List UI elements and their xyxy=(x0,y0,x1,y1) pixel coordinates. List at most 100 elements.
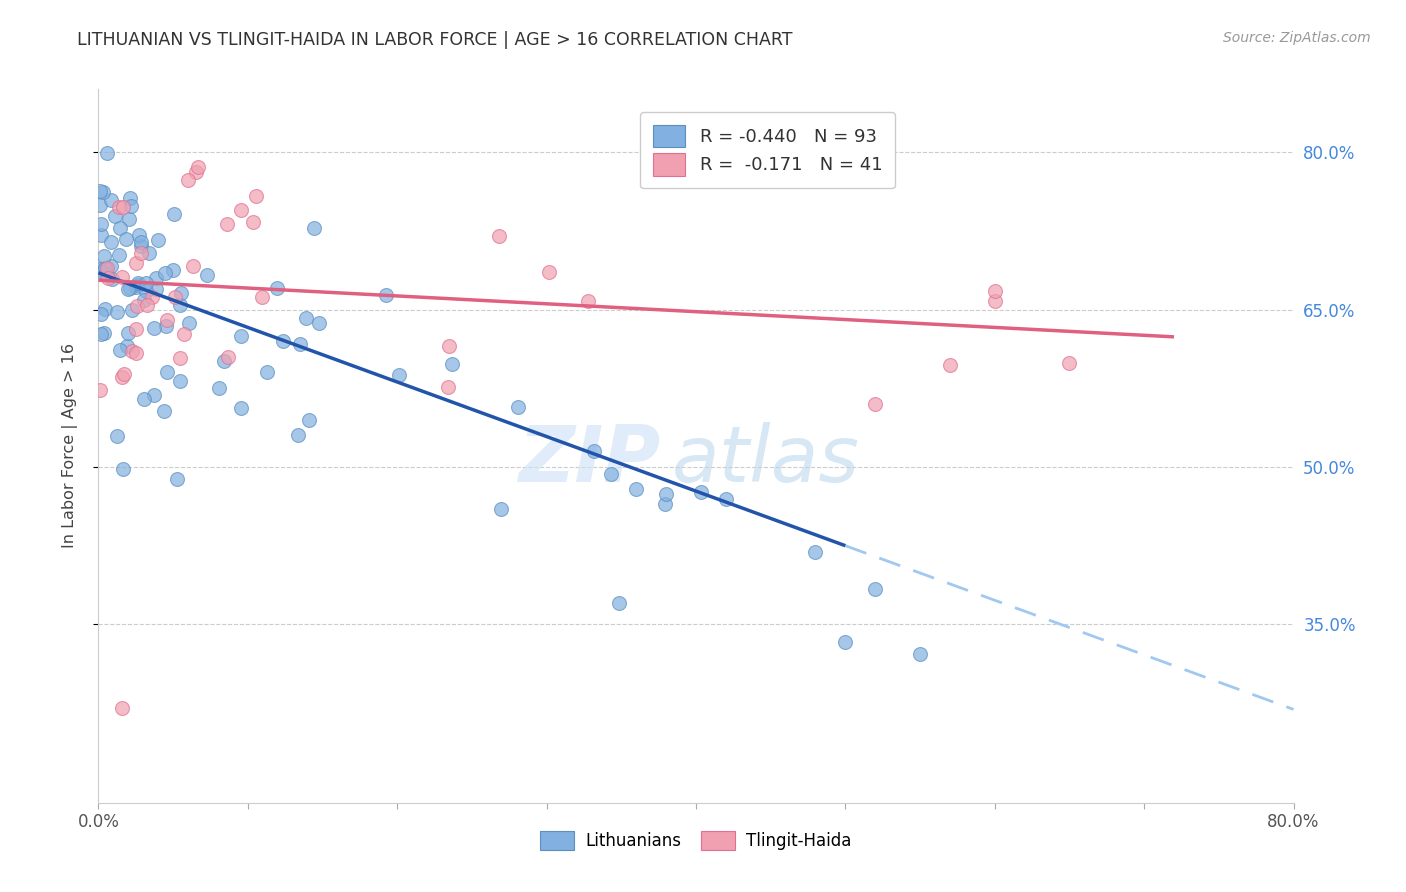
Point xyxy=(375,288,398,302)
Point xyxy=(100,194,122,208)
Point xyxy=(714,491,737,506)
Point xyxy=(184,165,207,179)
Point xyxy=(108,343,131,358)
Point xyxy=(111,701,134,715)
Point xyxy=(104,209,127,223)
Point xyxy=(229,329,252,343)
Point xyxy=(436,380,458,394)
Point xyxy=(169,351,191,366)
Point xyxy=(582,444,605,458)
Point xyxy=(599,467,621,481)
Point xyxy=(170,286,193,301)
Point xyxy=(129,246,152,260)
Point xyxy=(177,316,200,330)
Point xyxy=(93,326,115,340)
Point xyxy=(112,462,135,476)
Point xyxy=(177,173,200,187)
Point xyxy=(156,365,179,379)
Point xyxy=(939,358,962,372)
Point xyxy=(173,327,195,342)
Point xyxy=(93,249,115,263)
Point xyxy=(138,246,160,260)
Point xyxy=(266,281,288,295)
Point xyxy=(89,383,111,397)
Point xyxy=(288,337,311,351)
Point xyxy=(135,285,157,299)
Point xyxy=(195,268,218,282)
Point xyxy=(163,290,186,304)
Point xyxy=(115,339,138,353)
Point xyxy=(127,278,149,293)
Point xyxy=(576,293,599,308)
Point xyxy=(100,259,122,273)
Point xyxy=(208,381,231,395)
Point xyxy=(388,368,411,383)
Y-axis label: In Labor Force | Age > 16: In Labor Force | Age > 16 xyxy=(62,343,77,549)
Point xyxy=(96,268,118,282)
Point xyxy=(153,266,176,280)
Point xyxy=(690,484,713,499)
Point xyxy=(134,392,156,406)
Point xyxy=(804,545,827,559)
Point xyxy=(865,582,887,596)
Point xyxy=(169,374,191,388)
Point xyxy=(90,217,112,231)
Point xyxy=(142,321,165,335)
Point xyxy=(100,235,122,249)
Point xyxy=(93,302,115,317)
Point xyxy=(90,326,112,341)
Point xyxy=(607,596,630,610)
Point xyxy=(984,293,1007,308)
Point xyxy=(89,184,111,198)
Point xyxy=(134,293,156,307)
Point xyxy=(136,298,159,312)
Point xyxy=(834,635,856,649)
Point xyxy=(212,354,235,368)
Point xyxy=(89,198,111,212)
Point xyxy=(121,343,143,358)
Point xyxy=(302,221,325,235)
Point xyxy=(112,367,135,381)
Point xyxy=(491,501,513,516)
Point xyxy=(89,261,111,276)
Point xyxy=(110,370,132,384)
Point xyxy=(129,239,152,253)
Point xyxy=(127,276,149,290)
Point xyxy=(163,207,186,221)
Text: LITHUANIAN VS TLINGIT-HAIDA IN LABOR FORCE | AGE > 16 CORRELATION CHART: LITHUANIAN VS TLINGIT-HAIDA IN LABOR FOR… xyxy=(77,31,793,49)
Point xyxy=(245,189,267,203)
Point xyxy=(655,486,678,500)
Point xyxy=(1059,356,1081,370)
Point xyxy=(146,233,169,247)
Point xyxy=(120,199,142,213)
Point xyxy=(166,472,188,486)
Point xyxy=(115,232,138,246)
Point xyxy=(90,265,112,279)
Point xyxy=(488,229,510,244)
Text: ZIP: ZIP xyxy=(517,422,661,499)
Point xyxy=(107,248,129,262)
Point xyxy=(91,186,114,200)
Point xyxy=(654,497,676,511)
Point xyxy=(908,648,931,662)
Point xyxy=(865,397,887,411)
Point xyxy=(506,400,529,414)
Point xyxy=(162,263,184,277)
Point xyxy=(121,302,143,317)
Point xyxy=(117,282,139,296)
Point xyxy=(108,200,131,214)
Point xyxy=(298,413,321,427)
Point xyxy=(984,285,1007,299)
Point xyxy=(125,346,148,360)
Point xyxy=(626,482,648,496)
Point xyxy=(287,428,309,442)
Point xyxy=(437,339,460,353)
Point xyxy=(440,357,463,371)
Point xyxy=(229,401,252,415)
Point xyxy=(217,350,239,364)
Point xyxy=(129,235,152,249)
Point xyxy=(155,319,177,334)
Point xyxy=(124,322,146,336)
Point xyxy=(250,290,273,304)
Point xyxy=(96,260,118,275)
